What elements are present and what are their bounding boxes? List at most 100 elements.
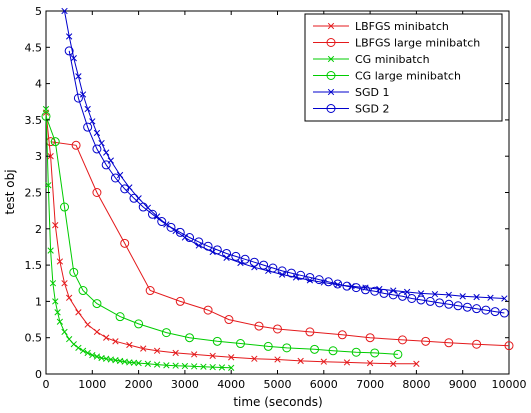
data-point	[50, 137, 60, 147]
data-point	[212, 336, 222, 346]
data-point	[501, 295, 508, 302]
data-point	[274, 356, 281, 363]
data-point	[65, 294, 73, 301]
y-tick-label: 2.5	[25, 187, 43, 200]
data-point	[249, 257, 259, 267]
legend-label: CG minibatch	[355, 53, 430, 66]
data-point	[191, 363, 198, 370]
data-point	[126, 341, 133, 349]
data-point	[157, 217, 167, 227]
x-tick-label: 0	[43, 378, 50, 391]
data-point	[263, 341, 273, 351]
data-point	[398, 335, 408, 345]
data-point	[342, 281, 352, 291]
series-layer	[41, 7, 514, 371]
legend-item: LBFGS minibatch	[313, 20, 449, 33]
legend: LBFGS minibatch LBFGS large minibatch CG m…	[304, 13, 503, 122]
data-point	[52, 222, 59, 229]
data-point	[337, 330, 347, 340]
data-point	[310, 344, 320, 354]
data-point	[49, 280, 57, 287]
data-point	[459, 293, 466, 300]
data-point	[472, 339, 482, 349]
data-point	[84, 105, 91, 113]
data-point	[147, 209, 157, 219]
series-line	[45, 108, 232, 369]
data-point	[75, 344, 82, 352]
data-point	[73, 93, 83, 103]
x-tick-label: 4000	[217, 378, 245, 391]
data-point	[228, 364, 235, 371]
x-tick-label: 10000	[492, 378, 527, 391]
series-line	[68, 50, 505, 314]
data-point	[93, 328, 101, 336]
data-point	[56, 318, 64, 325]
data-point	[56, 258, 64, 265]
data-point	[93, 129, 101, 137]
legend-item: LBFGS large minibatch	[313, 37, 480, 50]
x-axis-label: time (seconds)	[233, 395, 322, 409]
y-tick-label: 1.5	[25, 259, 43, 272]
data-point	[393, 349, 403, 359]
data-point	[379, 288, 389, 298]
series-1	[46, 137, 514, 351]
data-point	[351, 283, 361, 293]
y-axis-label: test obj	[3, 169, 17, 214]
data-point	[333, 279, 343, 289]
data-point	[218, 364, 226, 371]
data-point	[487, 294, 494, 301]
data-point	[235, 339, 245, 349]
axes: 0 1000 2000 3000 4000 5000 6000 7000 8000 9000 100…	[25, 5, 527, 391]
legend-marker	[326, 38, 336, 47]
data-point	[237, 259, 244, 267]
data-point	[296, 270, 306, 280]
data-point	[79, 91, 87, 98]
data-point	[328, 346, 338, 356]
data-point	[194, 237, 204, 247]
data-point	[435, 298, 445, 308]
data-point	[79, 347, 87, 354]
data-point	[172, 349, 179, 357]
data-point	[172, 362, 179, 369]
data-point	[185, 333, 195, 343]
data-point	[84, 349, 91, 357]
data-point	[116, 171, 124, 179]
data-point	[47, 153, 54, 160]
data-point	[110, 173, 120, 183]
data-point	[314, 275, 324, 285]
data-point	[231, 251, 241, 261]
data-point	[504, 341, 514, 351]
data-point	[69, 267, 79, 277]
data-point	[75, 309, 82, 316]
data-point	[61, 7, 68, 15]
data-point	[209, 352, 216, 360]
data-point	[224, 315, 234, 325]
data-point	[499, 308, 509, 318]
legend-label: SGD 1	[355, 86, 389, 99]
data-point	[64, 46, 74, 56]
data-point	[228, 354, 235, 361]
data-point	[370, 348, 380, 358]
legend-item: CG minibatch	[313, 53, 430, 66]
data-point	[417, 290, 425, 297]
data-point	[444, 299, 454, 309]
data-point	[65, 335, 73, 343]
data-point	[138, 202, 148, 212]
data-point	[61, 280, 68, 287]
data-point	[103, 334, 110, 341]
y-tick-label: 2	[35, 223, 42, 236]
data-point	[98, 139, 105, 147]
data-point	[360, 285, 370, 295]
legend-item: CG large minibatch	[313, 70, 461, 83]
series-line	[45, 116, 398, 355]
data-point	[134, 319, 144, 329]
data-point	[185, 233, 195, 243]
data-point	[265, 267, 272, 275]
y-tick-label: 0.5	[25, 332, 43, 345]
series-3	[41, 111, 403, 359]
y-tick-label: 4.5	[25, 41, 43, 54]
series-2	[42, 105, 235, 371]
data-point	[181, 362, 189, 370]
data-point	[305, 272, 315, 282]
